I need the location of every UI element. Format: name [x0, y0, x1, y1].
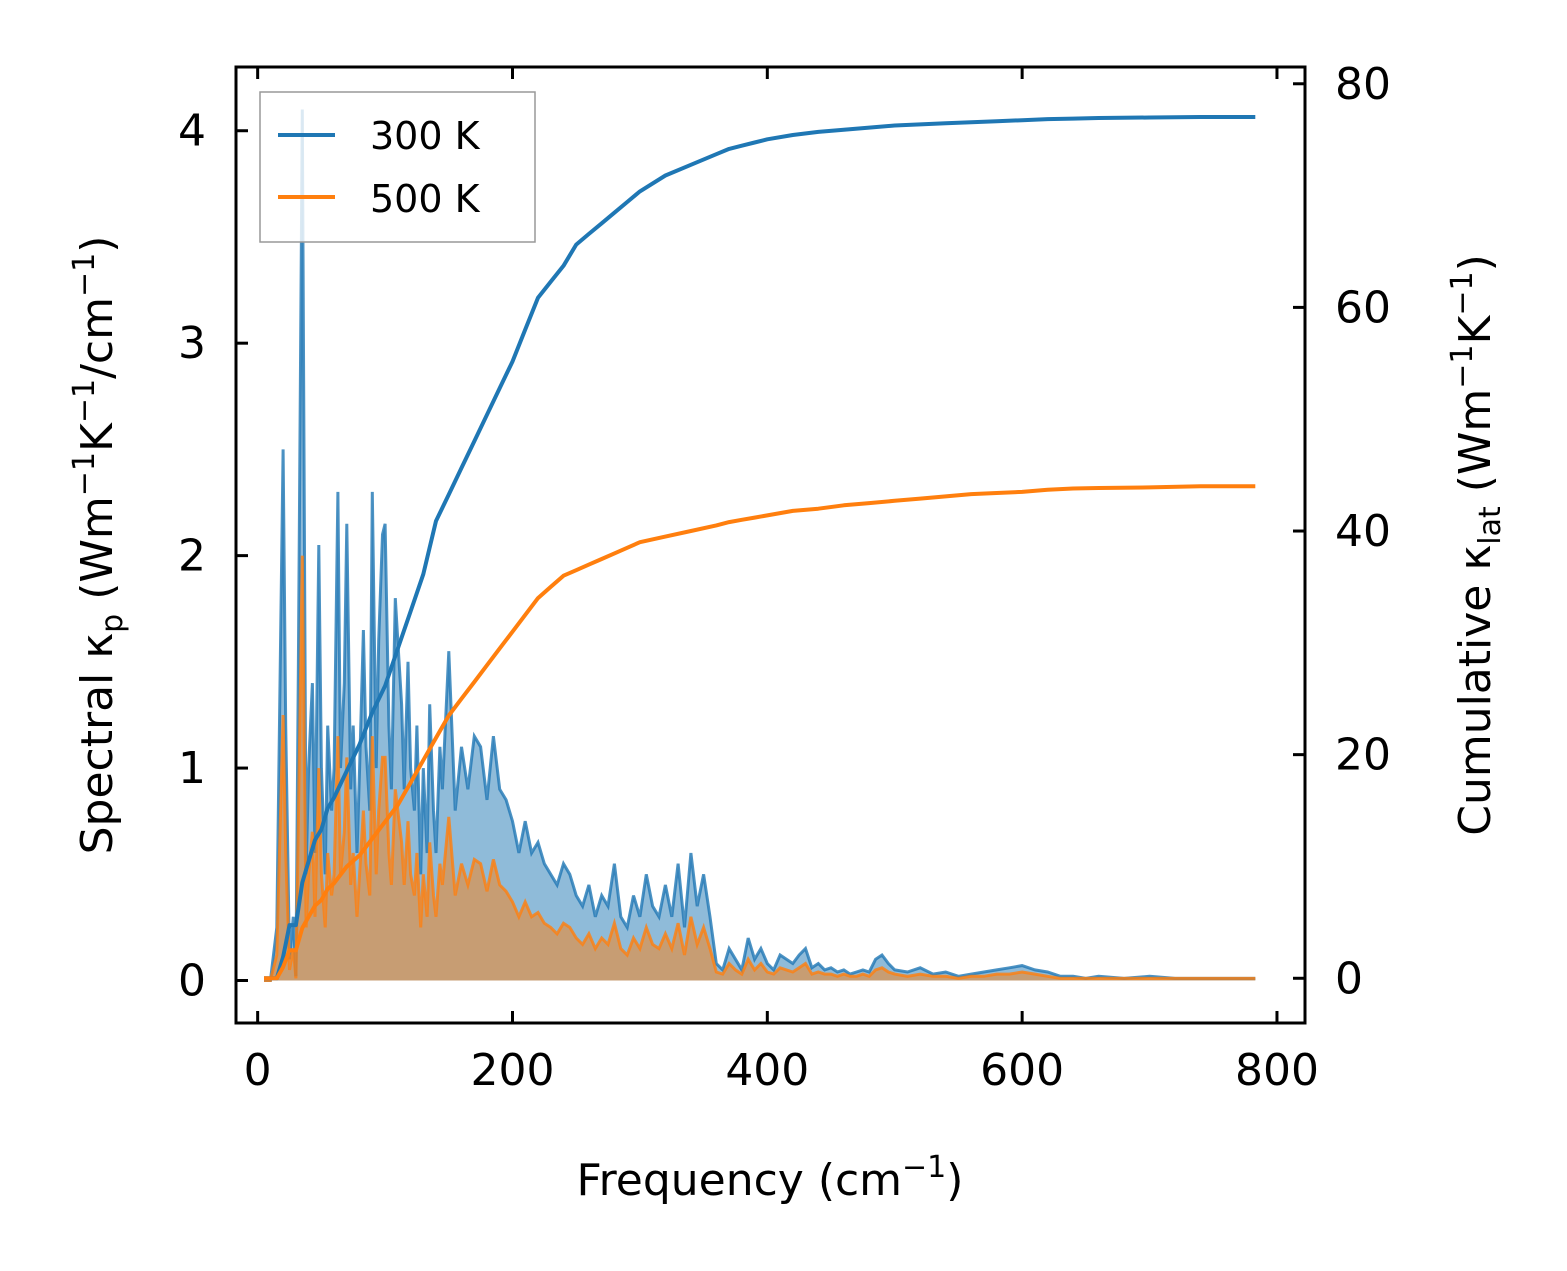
y-axis-right-label: Cumulative κlat (Wm−1K−1) — [1445, 254, 1508, 836]
x-tick-label: 0 — [244, 1045, 272, 1096]
y-axis-left-label: Spectral κp (Wm−1K−1/cm−1) — [67, 236, 130, 855]
spectral-area-500k — [264, 555, 1256, 981]
cumulative-line-300k — [264, 115, 1256, 981]
legend: 300 K 500 K — [259, 91, 536, 243]
x-tick-label: 600 — [980, 1045, 1064, 1096]
axes-frame — [234, 65, 1307, 1025]
cumulative-line-500k — [264, 484, 1256, 981]
x-tick-label: 200 — [470, 1045, 554, 1096]
y-right-tick-label: 0 — [1335, 953, 1363, 1004]
x-tick-label: 800 — [1235, 1045, 1319, 1096]
spectral-line-300k — [264, 109, 1256, 982]
legend-box — [259, 91, 536, 243]
y-left-tick-label: 4 — [178, 106, 206, 157]
y-left-tick-label: 2 — [178, 531, 206, 582]
y-left-tick-label: 0 — [178, 956, 206, 1007]
legend-label-300k: 300 K — [370, 114, 481, 158]
y-right-tick-label: 20 — [1335, 730, 1391, 781]
y-left-tick-label: 3 — [178, 318, 206, 369]
plot-area — [264, 109, 1256, 982]
y-right-tick-label: 60 — [1335, 282, 1391, 333]
y-right-tick-label: 80 — [1335, 59, 1391, 110]
legend-label-500k: 500 K — [370, 177, 481, 221]
x-axis-label: Frequency (cm−1) — [577, 1150, 964, 1206]
x-tick-label: 400 — [725, 1045, 809, 1096]
y-left-tick-label: 1 — [178, 743, 206, 794]
y-right-tick-label: 40 — [1335, 506, 1391, 557]
spectral-line-500k — [264, 555, 1256, 982]
